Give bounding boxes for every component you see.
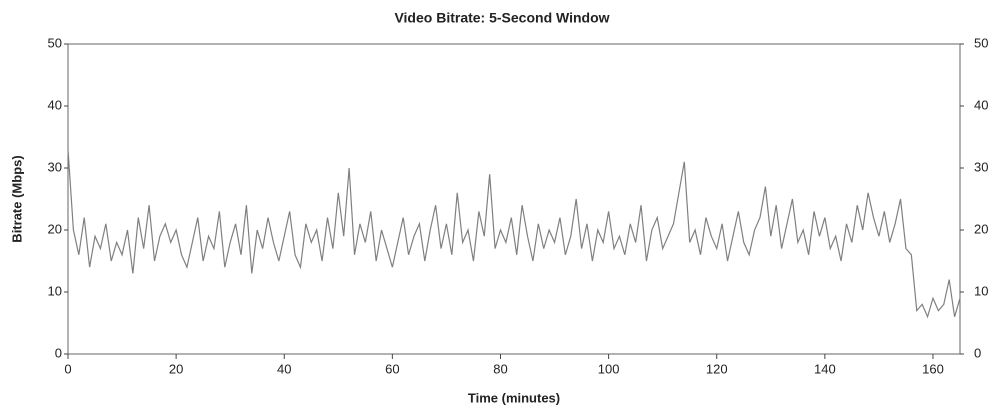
x-tick-label: 60 <box>385 361 399 376</box>
y-tick-label: 0 <box>55 345 62 360</box>
y-tick-label: 40 <box>48 97 62 112</box>
x-tick-label: 100 <box>598 361 620 376</box>
x-axis-label: Time (minutes) <box>468 390 560 405</box>
y2-tick-label: 10 <box>974 283 988 298</box>
y2-tick-label: 30 <box>974 159 988 174</box>
y-tick-label: 30 <box>48 159 62 174</box>
x-tick-label: 160 <box>922 361 944 376</box>
y-tick-label: 50 <box>48 35 62 50</box>
y2-tick-label: 40 <box>974 97 988 112</box>
y-tick-label: 20 <box>48 221 62 236</box>
y2-tick-label: 20 <box>974 221 988 236</box>
x-tick-label: 0 <box>64 361 71 376</box>
x-tick-label: 80 <box>493 361 507 376</box>
y-tick-label: 10 <box>48 283 62 298</box>
x-tick-label: 140 <box>814 361 836 376</box>
x-tick-label: 40 <box>277 361 291 376</box>
plot-area <box>67 43 961 355</box>
x-tick-label: 120 <box>706 361 728 376</box>
chart-title: Video Bitrate: 5-Second Window <box>394 10 609 26</box>
data-line <box>67 149 961 319</box>
y2-tick-label: 50 <box>974 35 988 50</box>
x-tick-label: 20 <box>169 361 183 376</box>
y2-tick-label: 0 <box>974 345 981 360</box>
y-axis-label: Bitrate (Mbps) <box>9 155 24 242</box>
